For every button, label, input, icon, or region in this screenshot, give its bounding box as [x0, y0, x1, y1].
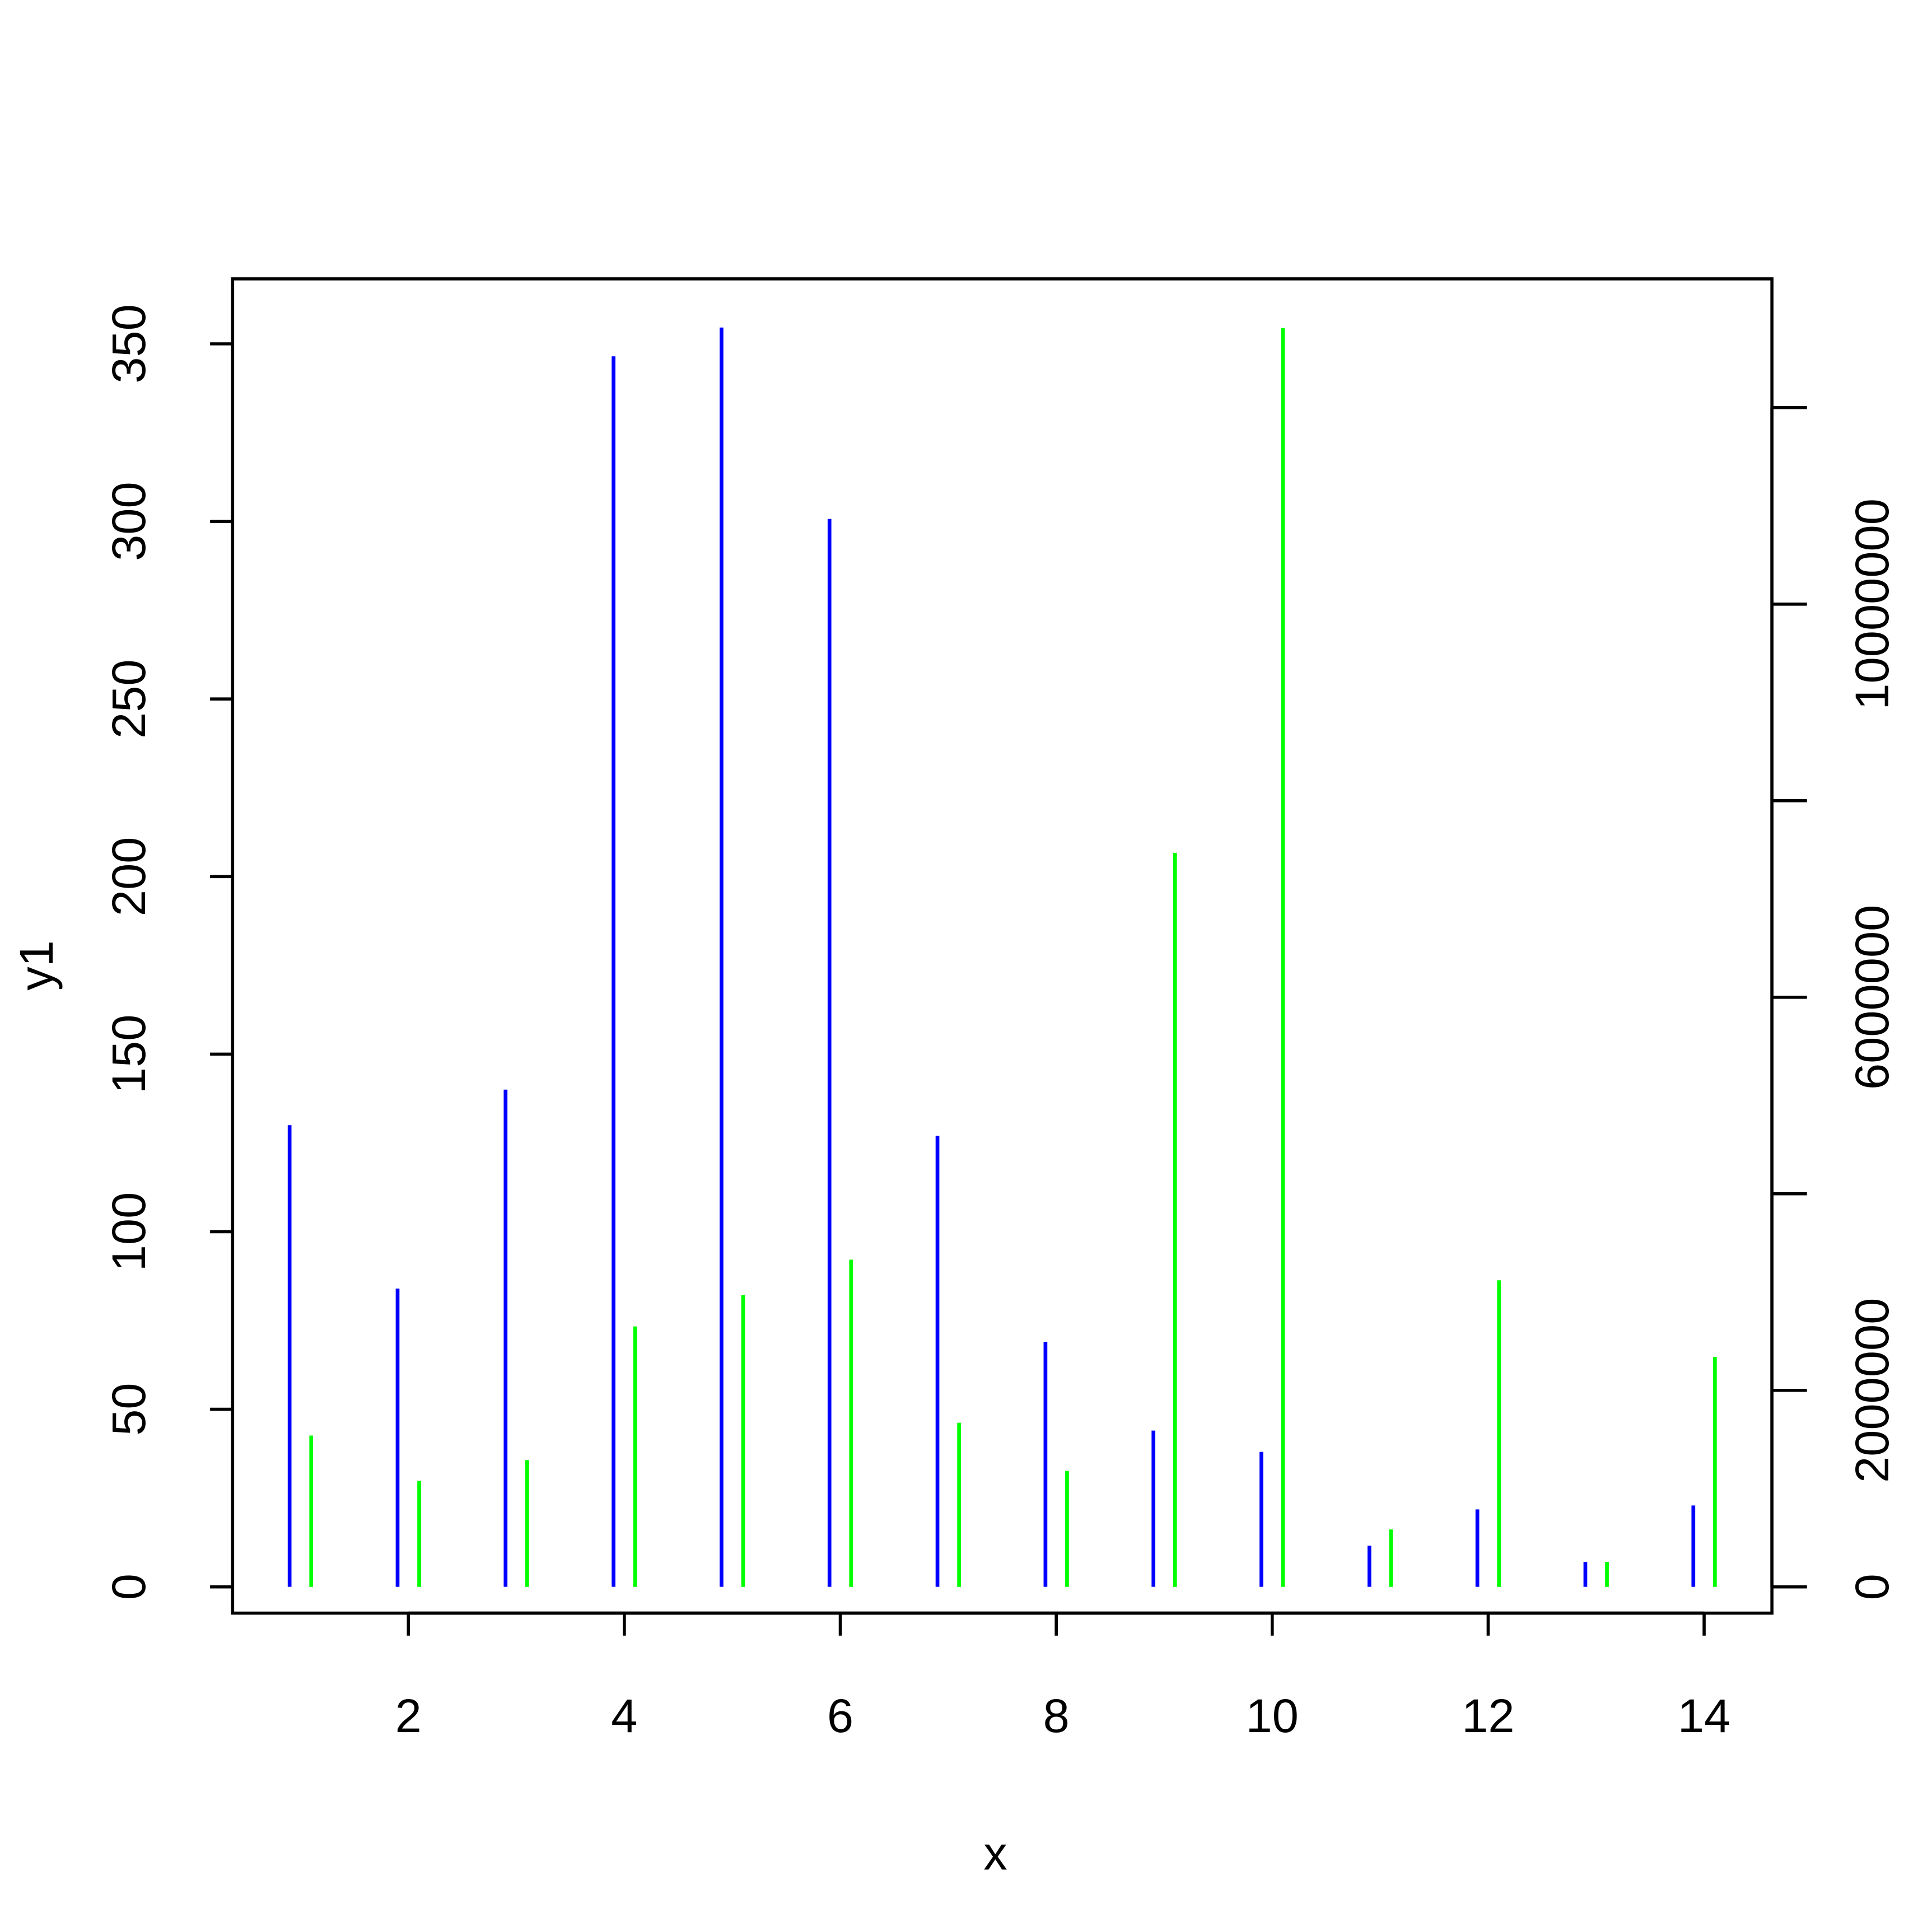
y-tick-label: 150	[102, 1015, 155, 1094]
y-tick-label: 50	[102, 1383, 155, 1435]
x-tick-label: 10	[1246, 1689, 1299, 1742]
y-tick-label: 350	[102, 304, 155, 384]
x-tick-label: 2	[395, 1689, 422, 1742]
x-tick-label: 4	[611, 1689, 637, 1742]
y-tick-label: 250	[102, 659, 155, 739]
y-axis-label: y1	[10, 940, 63, 991]
y-tick-label: 300	[102, 482, 155, 561]
y-tick-label: 100	[102, 1192, 155, 1272]
x-tick-label: 12	[1462, 1689, 1514, 1742]
x-axis-label: x	[983, 1826, 1007, 1879]
y2-tick-label: 10000000	[1845, 498, 1898, 710]
y-tick-label: 0	[102, 1574, 155, 1600]
x-tick-label: 8	[1043, 1689, 1070, 1742]
x-tick-label: 14	[1678, 1689, 1730, 1742]
y-tick-label: 200	[102, 837, 155, 917]
y2-tick-label: 6000000	[1845, 905, 1898, 1090]
y2-tick-label: 2000000	[1845, 1298, 1898, 1483]
x-tick-label: 6	[827, 1689, 853, 1742]
y2-tick-label: 0	[1845, 1574, 1898, 1600]
plot-frame	[231, 277, 1774, 1615]
